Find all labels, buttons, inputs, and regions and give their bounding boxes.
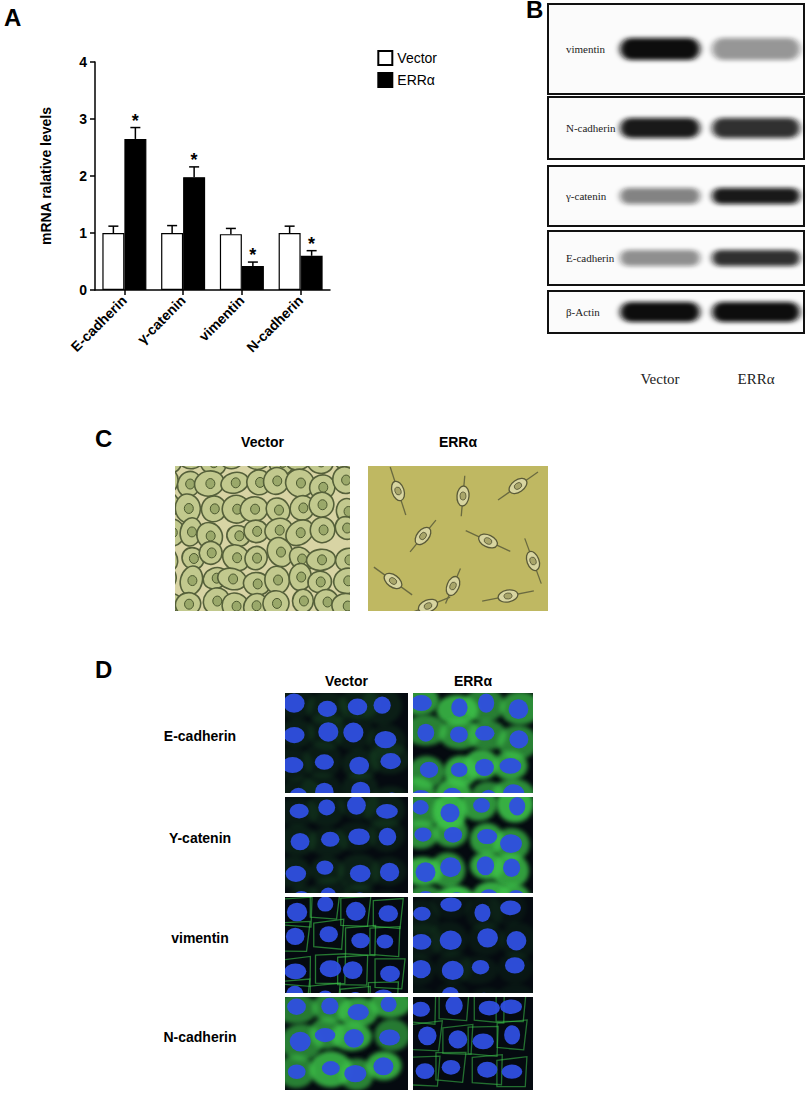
svg-text:vimentin: vimentin (196, 292, 248, 344)
svg-text:vimentin: vimentin (566, 43, 606, 55)
svg-text:N-cadherin: N-cadherin (243, 292, 306, 355)
svg-text:ERRα: ERRα (439, 434, 478, 450)
svg-text:3: 3 (79, 111, 87, 127)
svg-text:Vector: Vector (397, 50, 437, 66)
svg-text:*: * (132, 111, 139, 131)
svg-text:A: A (4, 4, 21, 31)
svg-text:E-cadherin: E-cadherin (164, 728, 236, 744)
svg-text:E-cadherin: E-cadherin (566, 252, 615, 264)
svg-text:0: 0 (79, 282, 87, 298)
svg-text:mRNA ralative levels: mRNA ralative levels (38, 107, 54, 245)
svg-text:γ-catenin: γ-catenin (565, 190, 607, 202)
svg-text:ERRα: ERRα (397, 72, 435, 88)
svg-text:γ-catenin: γ-catenin (134, 292, 189, 347)
svg-text:Vector: Vector (325, 673, 368, 689)
svg-text:N-cadherin: N-cadherin (163, 1029, 236, 1045)
svg-text:ERRα: ERRα (737, 371, 774, 387)
svg-text:C: C (95, 425, 112, 452)
svg-text:*: * (308, 234, 315, 254)
svg-text:D: D (95, 656, 112, 683)
svg-text:2: 2 (79, 168, 87, 184)
svg-text:vimentin: vimentin (171, 930, 229, 946)
svg-text:Y-catenin: Y-catenin (169, 830, 231, 846)
svg-text:E-cadherin: E-cadherin (68, 292, 130, 354)
svg-text:4: 4 (79, 54, 87, 70)
svg-text:*: * (191, 150, 198, 170)
svg-text:*: * (249, 245, 256, 265)
svg-text:B: B (526, 0, 543, 23)
svg-text:Vector: Vector (241, 434, 284, 450)
svg-text:β-Actin: β-Actin (566, 306, 600, 318)
svg-text:Vector: Vector (640, 371, 679, 387)
svg-text:1: 1 (79, 225, 87, 241)
svg-text:N-cadherin: N-cadherin (566, 122, 616, 134)
svg-text:ERRα: ERRα (454, 673, 493, 689)
